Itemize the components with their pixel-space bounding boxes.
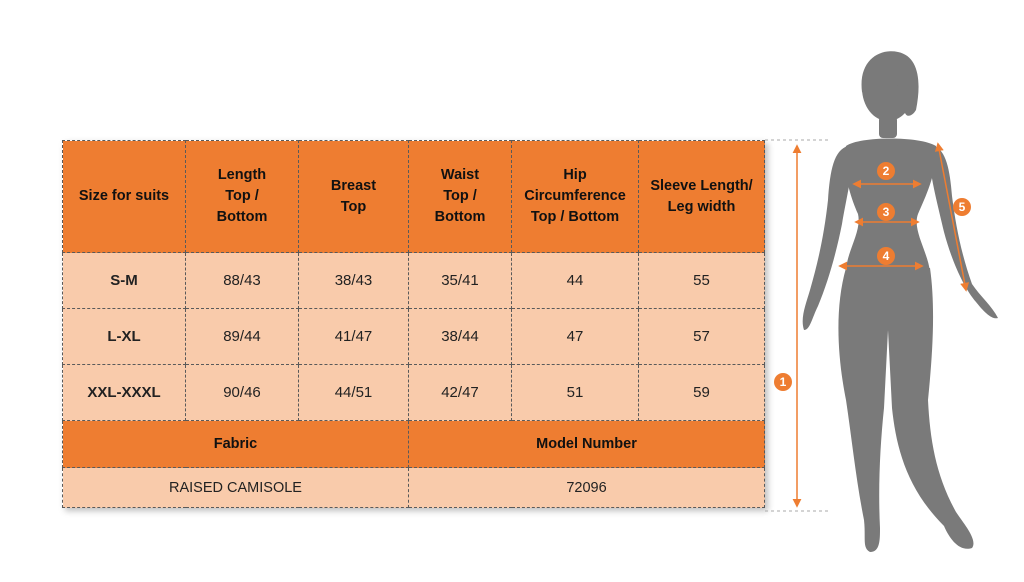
length-cell: 89/44 bbox=[185, 308, 299, 365]
length-cell: 88/43 bbox=[185, 252, 299, 309]
hip-cell: 51 bbox=[511, 364, 639, 421]
table-row: S-M 88/43 38/43 35/41 44 55 bbox=[62, 252, 765, 309]
marker-4-badge: 4 bbox=[877, 247, 895, 265]
fabric-value: RAISED CAMISOLE bbox=[62, 467, 409, 508]
header-sleeve: Sleeve Length/ Leg width bbox=[638, 140, 765, 253]
model-number-value: 72096 bbox=[408, 467, 765, 508]
table-header-row: Size for suits Length Top / Bottom Breas… bbox=[62, 140, 765, 253]
fabric-header-row: Fabric Model Number bbox=[62, 420, 765, 468]
header-hip: Hip Circumference Top / Bottom bbox=[511, 140, 639, 253]
marker-2-label: 2 bbox=[883, 164, 890, 178]
model-number-header: Model Number bbox=[408, 420, 765, 468]
header-length: Length Top / Bottom bbox=[185, 140, 299, 253]
marker-1-label: 1 bbox=[780, 375, 787, 389]
marker-3-label: 3 bbox=[883, 205, 890, 219]
breast-cell: 38/43 bbox=[298, 252, 409, 309]
sleeve-cell: 55 bbox=[638, 252, 765, 309]
waist-cell: 38/44 bbox=[408, 308, 512, 365]
size-chart-table: Size for suits Length Top / Bottom Breas… bbox=[62, 140, 765, 508]
sleeve-cell: 59 bbox=[638, 364, 765, 421]
waist-cell: 42/47 bbox=[408, 364, 512, 421]
marker-4-label: 4 bbox=[883, 249, 890, 263]
hip-cell: 47 bbox=[511, 308, 639, 365]
marker-3-badge: 3 bbox=[877, 203, 895, 221]
marker-5-badge: 5 bbox=[953, 198, 971, 216]
body-measurement-figure: 1 2 3 4 5 bbox=[765, 51, 998, 552]
breast-cell: 44/51 bbox=[298, 364, 409, 421]
breast-cell: 41/47 bbox=[298, 308, 409, 365]
hip-cell: 44 bbox=[511, 252, 639, 309]
body-silhouette bbox=[802, 51, 998, 552]
size-cell: XXL-XXXL bbox=[62, 364, 186, 421]
fabric-row: RAISED CAMISOLE 72096 bbox=[62, 467, 765, 508]
header-size: Size for suits bbox=[62, 140, 186, 253]
marker-1-badge: 1 bbox=[774, 373, 792, 391]
marker-2-badge: 2 bbox=[877, 162, 895, 180]
header-waist: Waist Top / Bottom bbox=[408, 140, 512, 253]
header-breast: Breast Top bbox=[298, 140, 409, 253]
fabric-header: Fabric bbox=[62, 420, 409, 468]
size-cell: L-XL bbox=[62, 308, 186, 365]
sleeve-arrow bbox=[934, 142, 970, 292]
length-cell: 90/46 bbox=[185, 364, 299, 421]
size-cell: S-M bbox=[62, 252, 186, 309]
waist-cell: 35/41 bbox=[408, 252, 512, 309]
table-row: XXL-XXXL 90/46 44/51 42/47 51 59 bbox=[62, 364, 765, 421]
sleeve-cell: 57 bbox=[638, 308, 765, 365]
marker-5-label: 5 bbox=[959, 200, 966, 214]
table-row: L-XL 89/44 41/47 38/44 47 57 bbox=[62, 308, 765, 365]
